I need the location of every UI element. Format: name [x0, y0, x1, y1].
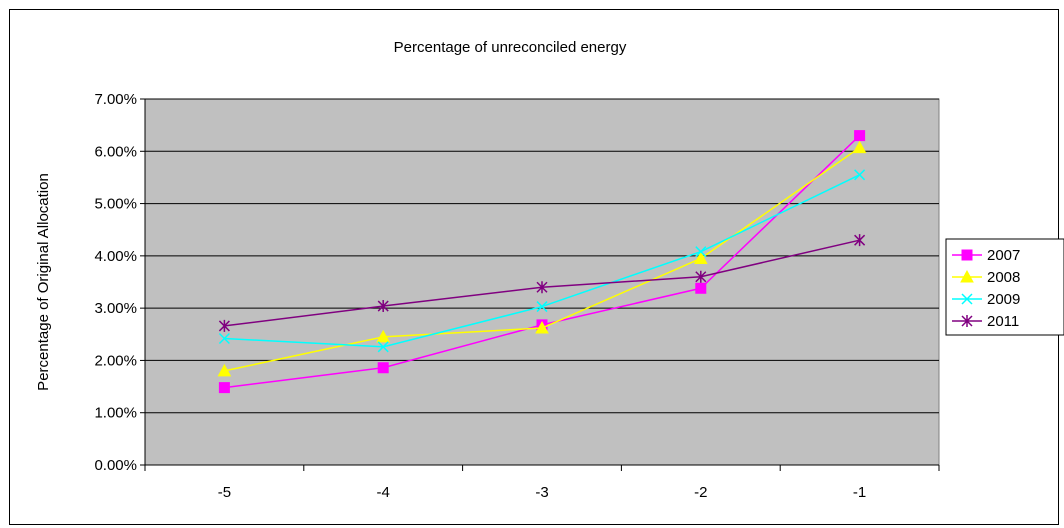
data-point — [854, 234, 866, 247]
legend-label: 2007 — [987, 247, 1020, 264]
data-point — [376, 329, 391, 343]
series-2011 — [218, 234, 866, 332]
chart-title: Percentage of unreconciled energy — [394, 39, 627, 56]
x-tick-label: -3 — [535, 484, 548, 501]
legend-label: 2008 — [987, 269, 1020, 286]
y-tick-label: 0.00% — [94, 457, 137, 474]
data-point — [695, 246, 707, 258]
legend-item: 2009 — [952, 291, 1020, 308]
data-point — [536, 281, 548, 294]
series-2008 — [217, 140, 867, 377]
y-tick-label: 7.00% — [94, 91, 137, 108]
data-point — [695, 270, 707, 283]
data-point — [218, 332, 230, 344]
legend-item: 2008 — [952, 269, 1020, 286]
x-tick-label: -2 — [694, 484, 707, 501]
x-tick-label: -5 — [218, 484, 231, 501]
data-point — [854, 169, 866, 181]
y-tick-label: 2.00% — [94, 352, 137, 369]
y-tick-label: 4.00% — [94, 248, 137, 265]
data-point — [961, 293, 973, 305]
data-point — [695, 282, 707, 294]
x-tick-label: -4 — [377, 484, 390, 501]
y-axis-label: Percentage of Original Allocation — [35, 173, 52, 391]
x-tick-label: -1 — [853, 484, 866, 501]
data-point — [377, 362, 389, 374]
legend-item: 2007 — [952, 247, 1020, 264]
data-point — [377, 300, 389, 313]
series-layer — [217, 130, 867, 394]
legend-label: 2009 — [987, 291, 1020, 308]
data-point — [377, 341, 389, 353]
legend-label: 2011 — [987, 313, 1019, 330]
data-point — [535, 320, 549, 334]
data-point — [961, 315, 973, 327]
axes: 0.00% 1.00% 2.00% 3.00% 4.00% 5.00% 6.00% 7.00%… — [94, 91, 940, 501]
data-point — [218, 319, 230, 332]
data-point — [693, 251, 708, 264]
y-tick-label: 1.00% — [94, 405, 137, 422]
data-point — [218, 382, 230, 394]
series-2009 — [218, 169, 866, 353]
data-point — [217, 363, 232, 377]
data-point — [854, 130, 866, 142]
y-tick-label: 5.00% — [94, 196, 137, 213]
data-point — [961, 249, 973, 261]
y-tick-label: 6.00% — [94, 143, 137, 160]
data-point — [960, 269, 974, 283]
gridlines — [145, 98, 939, 414]
data-point — [536, 301, 548, 313]
legend: 2007 2008 2009 2011 — [945, 238, 1064, 336]
legend-item: 2011 — [952, 313, 1019, 330]
data-point — [852, 140, 867, 154]
y-tick-label: 3.00% — [94, 300, 137, 317]
